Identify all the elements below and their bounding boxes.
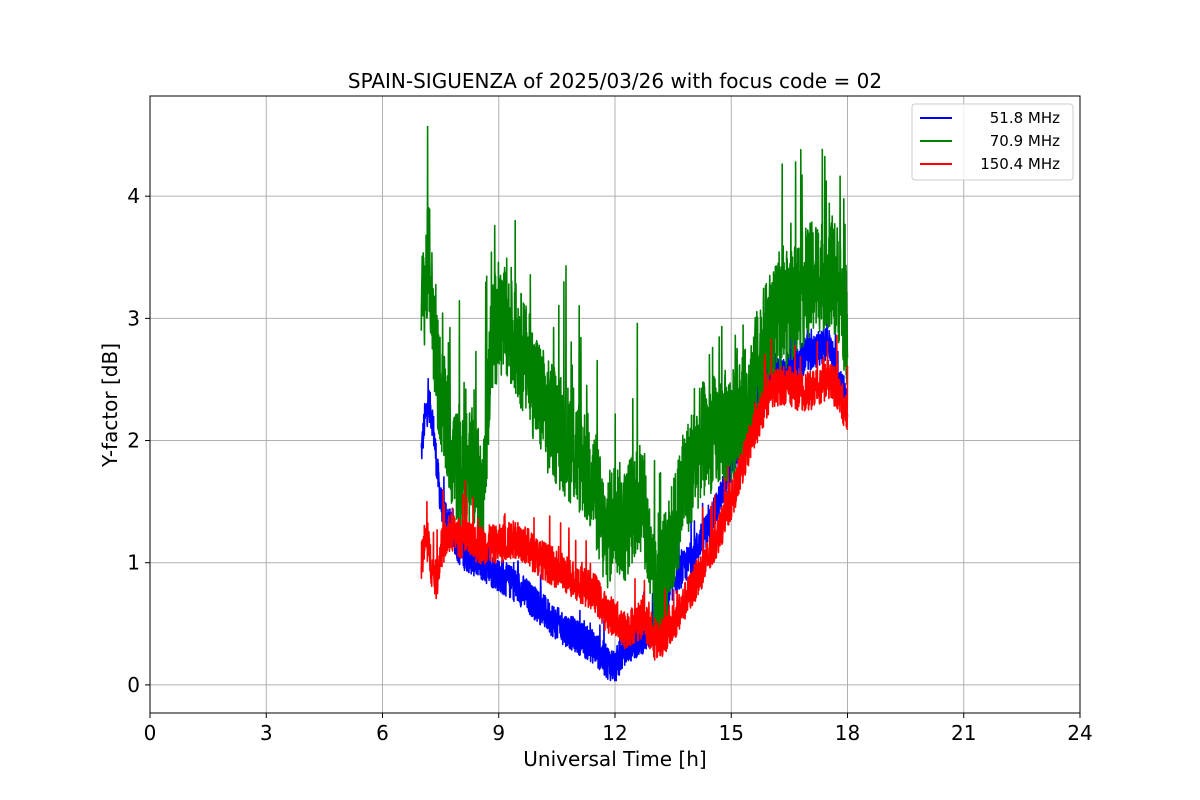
chart-title: SPAIN-SIGUENZA of 2025/03/26 with focus … — [348, 69, 882, 93]
x-tick-label: 24 — [1067, 721, 1092, 745]
x-tick-label: 15 — [719, 721, 744, 745]
x-tick-label: 18 — [835, 721, 860, 745]
legend-box — [911, 103, 1074, 181]
y-tick-label: 1 — [127, 551, 140, 575]
y-tick-label: 3 — [127, 306, 140, 330]
y-tick-label: 4 — [127, 184, 140, 208]
x-tick-label: 0 — [144, 721, 157, 745]
series-line — [420, 125, 849, 646]
x-tick-label: 9 — [492, 721, 505, 745]
y-tick-label: 2 — [127, 429, 140, 453]
x-tick-label: 21 — [951, 721, 976, 745]
legend-label: 150.4 MHz — [980, 155, 1060, 173]
x-axis-label: Universal Time [h] — [523, 747, 706, 771]
y-axis: 0 1 2 3 4 — [127, 184, 150, 697]
x-tick-label: 12 — [602, 721, 627, 745]
x-tick-label: 6 — [376, 721, 389, 745]
series-line — [420, 334, 849, 661]
legend-label: 70.9 MHz — [990, 132, 1060, 150]
x-axis: 0 3 6 9 12 15 18 21 24 — [144, 713, 1093, 745]
legend: 51.8 MHz 70.9 MHz 150.4 MHz — [911, 103, 1074, 181]
y-tick-label: 0 — [127, 673, 140, 697]
x-tick-label: 3 — [260, 721, 273, 745]
y-axis-label: Y-factor [dB] — [98, 343, 122, 468]
legend-label: 51.8 MHz — [990, 109, 1060, 127]
